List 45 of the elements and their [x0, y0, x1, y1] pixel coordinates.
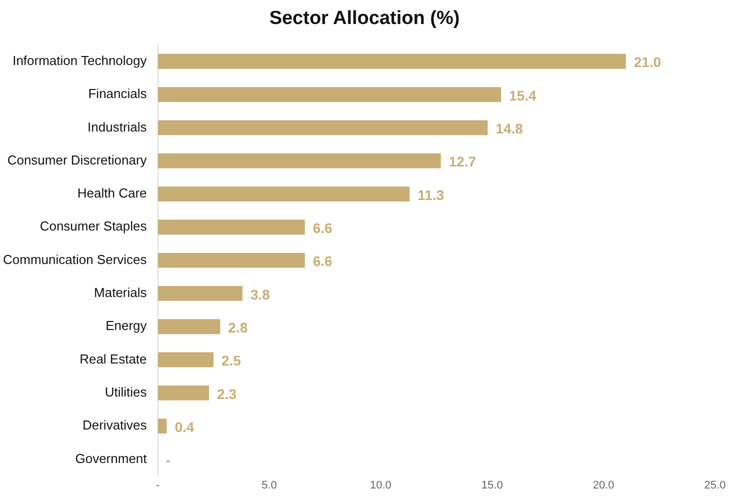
data-label: 2.3: [217, 386, 237, 402]
data-label: 6.6: [312, 220, 333, 236]
y-tick-label: Energy: [106, 318, 148, 334]
y-tick-label: Materials: [94, 285, 148, 300]
bar: [158, 54, 626, 69]
bar: [158, 418, 167, 434]
y-tick-label: Information Technology: [12, 52, 148, 68]
y-tick-label: Consumer Discretionary: [7, 152, 148, 168]
data-label: 2.5: [221, 352, 242, 369]
x-tick-label: 20.0: [592, 479, 614, 492]
y-tick-label: Industrials: [88, 119, 148, 134]
data-label: 11.3: [418, 186, 444, 203]
y-tick-label: Communication Services: [2, 252, 148, 267]
bar: [158, 186, 410, 202]
data-label: 6.6: [312, 253, 333, 270]
bar: [158, 120, 488, 136]
x-tick-label: 5.0: [262, 479, 277, 492]
x-tick-label: -: [156, 479, 160, 492]
y-tick-label: Consumer Staples: [40, 218, 148, 234]
y-tick-label: Utilities: [104, 384, 148, 400]
data-label: 2.8: [228, 319, 248, 336]
bar: [158, 352, 214, 368]
data-label: 3.8: [250, 286, 270, 302]
bar: [158, 87, 502, 102]
bar: [158, 153, 441, 168]
x-tick-label: 25.0: [704, 479, 726, 492]
data-label: 12.7: [448, 154, 476, 170]
y-tick-label: Real Estate: [80, 351, 147, 366]
bar: [158, 220, 305, 235]
y-tick-label: Health Care: [77, 186, 147, 201]
y-tick-label: Derivatives: [82, 418, 148, 433]
data-label: 15.4: [509, 87, 536, 104]
bar: [158, 286, 242, 301]
chart-title: Sector Allocation (%): [268, 8, 461, 31]
y-tick-label: Government: [75, 450, 148, 466]
bar: [158, 319, 220, 334]
data-label: 0.4: [174, 418, 194, 435]
data-label: 21.0: [634, 54, 662, 70]
bar: [158, 385, 210, 400]
data-label: -: [166, 452, 171, 468]
bar: [158, 252, 305, 268]
x-tick-label: 15.0: [481, 479, 503, 492]
data-label: 14.8: [496, 120, 524, 137]
y-tick-label: Financials: [88, 86, 148, 102]
x-tick-label: 10.0: [370, 479, 392, 492]
